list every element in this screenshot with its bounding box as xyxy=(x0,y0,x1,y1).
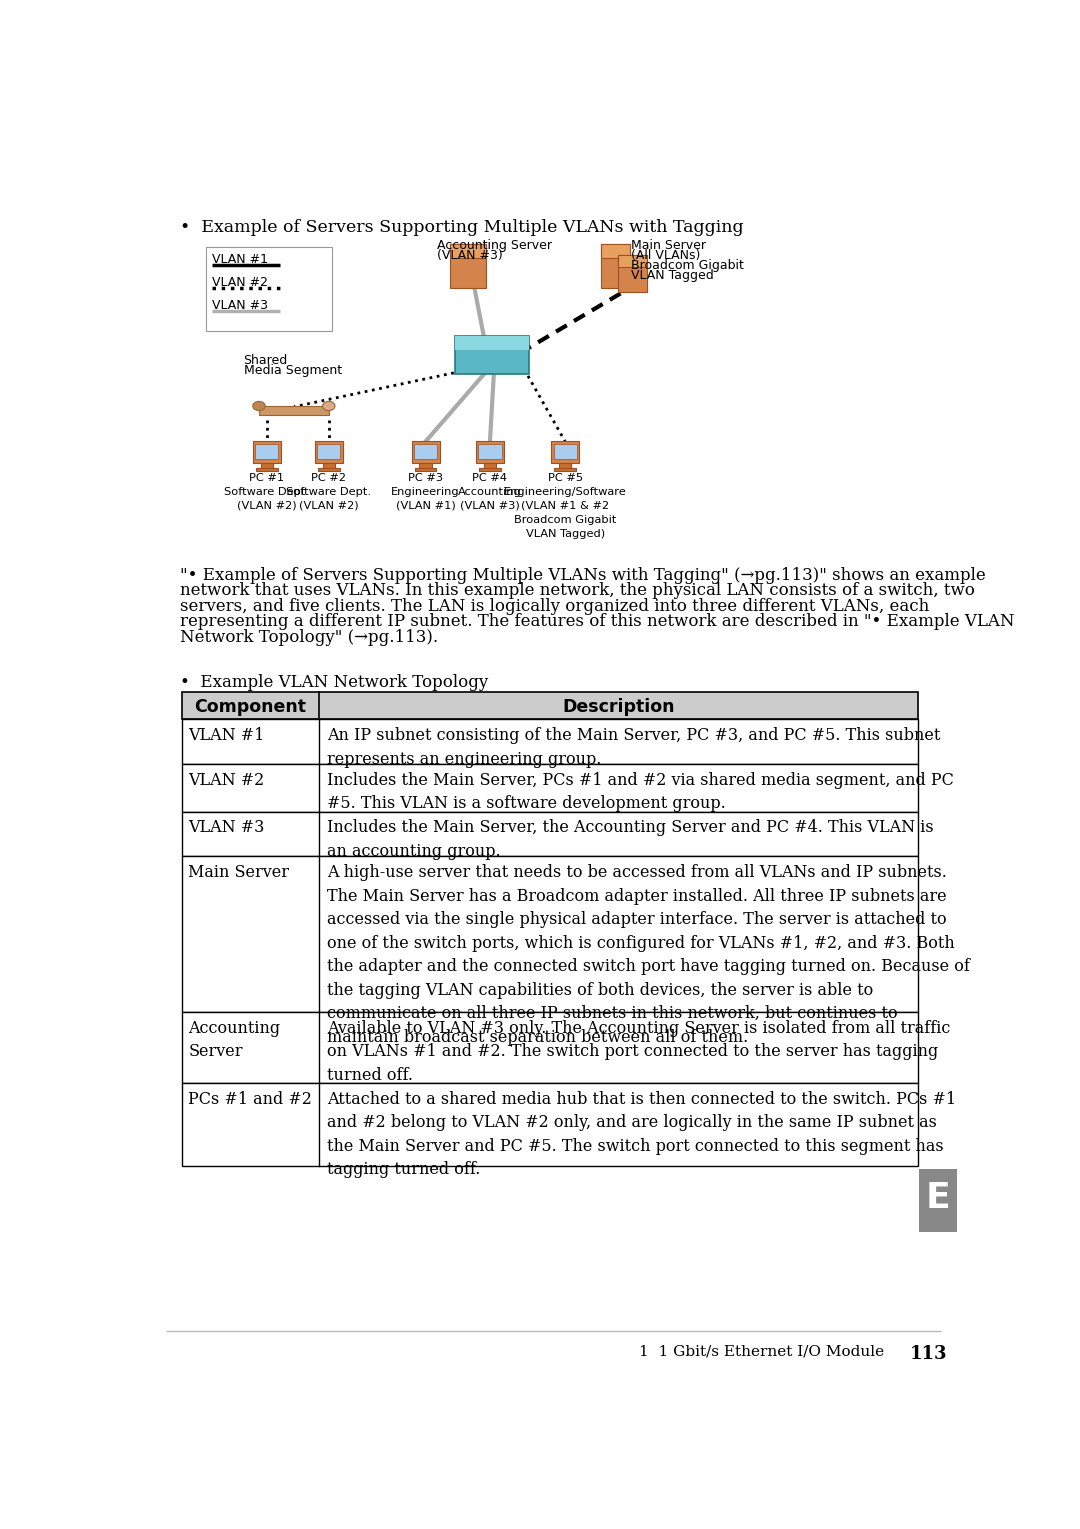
Text: •  Example of Servers Supporting Multiple VLANs with Tagging: • Example of Servers Supporting Multiple… xyxy=(180,219,743,235)
Text: •  Example VLAN Network Topology: • Example VLAN Network Topology xyxy=(180,674,488,691)
Text: Media Segment: Media Segment xyxy=(243,364,341,378)
Bar xyxy=(559,463,571,468)
Text: An IP subnet consisting of the Main Server, PC #3, and PC #5. This subnet
repres: An IP subnet consisting of the Main Serv… xyxy=(327,728,941,768)
Text: Network Topology" (→pg.113).: Network Topology" (→pg.113). xyxy=(180,628,438,645)
Text: VLAN #3: VLAN #3 xyxy=(212,300,268,312)
Bar xyxy=(318,468,339,471)
Bar xyxy=(618,255,647,292)
Text: 1  1 Gbit/s Ethernet I/O Module: 1 1 Gbit/s Ethernet I/O Module xyxy=(638,1344,883,1359)
Text: E: E xyxy=(926,1182,950,1216)
Text: servers, and five clients. The LAN is logically organized into three different V: servers, and five clients. The LAN is lo… xyxy=(180,598,929,615)
Text: VLAN #3: VLAN #3 xyxy=(189,820,265,836)
Text: Main Server: Main Server xyxy=(631,239,706,252)
Bar xyxy=(411,442,440,463)
Text: Available to VLAN #3 only. The Accounting Server is isolated from all traffic
on: Available to VLAN #3 only. The Accountin… xyxy=(327,1020,950,1084)
Bar xyxy=(484,463,496,468)
Text: VLAN #1: VLAN #1 xyxy=(212,252,268,266)
Text: (VLAN #3): (VLAN #3) xyxy=(437,249,503,261)
Bar xyxy=(181,812,918,856)
Bar xyxy=(181,691,918,720)
Text: (All VLANs): (All VLANs) xyxy=(631,249,700,261)
Bar xyxy=(181,856,918,1012)
Bar xyxy=(181,1083,918,1167)
Bar xyxy=(323,463,335,468)
Bar xyxy=(318,443,340,459)
Text: PC #2
Software Dept.
(VLAN #2): PC #2 Software Dept. (VLAN #2) xyxy=(286,472,372,511)
Text: "• Example of Servers Supporting Multiple VLANs with Tagging" (→pg.113)" shows a: "• Example of Servers Supporting Multipl… xyxy=(180,567,986,584)
Text: Accounting Server: Accounting Server xyxy=(437,239,552,252)
Text: Description: Description xyxy=(563,697,675,716)
Bar xyxy=(551,442,579,463)
Bar xyxy=(255,443,279,459)
Text: Shared: Shared xyxy=(243,355,287,367)
Bar xyxy=(554,468,576,471)
Bar xyxy=(253,442,281,463)
Bar xyxy=(476,442,504,463)
Bar xyxy=(600,243,631,258)
Bar xyxy=(414,443,437,459)
Bar xyxy=(415,468,436,471)
Text: VLAN #1: VLAN #1 xyxy=(189,728,265,745)
Bar xyxy=(480,468,501,471)
Text: PC #5
Engineering/Software
(VLAN #1 & #2
Broadcom Gigabit
VLAN Tagged): PC #5 Engineering/Software (VLAN #1 & #2… xyxy=(503,472,626,540)
Bar xyxy=(206,246,332,332)
Bar xyxy=(260,463,273,468)
Bar xyxy=(455,336,529,375)
Bar xyxy=(450,243,486,287)
Bar xyxy=(256,468,278,471)
Text: PC #4
Accounting
(VLAN #3): PC #4 Accounting (VLAN #3) xyxy=(458,472,522,511)
Bar xyxy=(419,463,432,468)
Bar xyxy=(181,720,918,764)
Text: Main Server: Main Server xyxy=(189,864,289,881)
Bar xyxy=(259,407,328,416)
Text: PCs #1 and #2: PCs #1 and #2 xyxy=(189,1090,312,1107)
Bar xyxy=(314,442,342,463)
Text: Attached to a shared media hub that is then connected to the switch. PCs #1
and : Attached to a shared media hub that is t… xyxy=(327,1090,956,1177)
Bar xyxy=(181,1012,918,1083)
Text: VLAN #2: VLAN #2 xyxy=(189,772,265,789)
Text: PC #1
Software Dept.
(VLAN #2): PC #1 Software Dept. (VLAN #2) xyxy=(225,472,309,511)
Text: VLAN Tagged: VLAN Tagged xyxy=(631,269,714,281)
Bar xyxy=(554,443,577,459)
Text: VLAN #2: VLAN #2 xyxy=(212,275,268,289)
Text: representing a different IP subnet. The features of this network are described i: representing a different IP subnet. The … xyxy=(180,613,1014,630)
Text: PC #3
Engineering
(VLAN #1): PC #3 Engineering (VLAN #1) xyxy=(391,472,460,511)
Bar xyxy=(618,255,647,268)
Text: Component: Component xyxy=(194,697,307,716)
Ellipse shape xyxy=(253,402,266,411)
Text: A high-use server that needs to be accessed from all VLANs and IP subnets.
The M: A high-use server that needs to be acces… xyxy=(327,864,970,1046)
Ellipse shape xyxy=(323,402,335,411)
Bar xyxy=(450,243,486,258)
Bar xyxy=(455,336,529,350)
Text: Includes the Main Server, the Accounting Server and PC #4. This VLAN is
an accou: Includes the Main Server, the Accounting… xyxy=(327,820,934,859)
Text: Accounting
Server: Accounting Server xyxy=(189,1020,281,1060)
Text: 113: 113 xyxy=(910,1344,947,1362)
Bar xyxy=(600,243,631,287)
Text: Includes the Main Server, PCs #1 and #2 via shared media segment, and PC
#5. Thi: Includes the Main Server, PCs #1 and #2 … xyxy=(327,772,954,812)
Bar xyxy=(181,764,918,812)
Bar xyxy=(919,1170,957,1232)
Text: network that uses VLANs. In this example network, the physical LAN consists of a: network that uses VLANs. In this example… xyxy=(180,583,975,599)
Bar xyxy=(478,443,501,459)
Text: Broadcom Gigabit: Broadcom Gigabit xyxy=(631,258,744,272)
